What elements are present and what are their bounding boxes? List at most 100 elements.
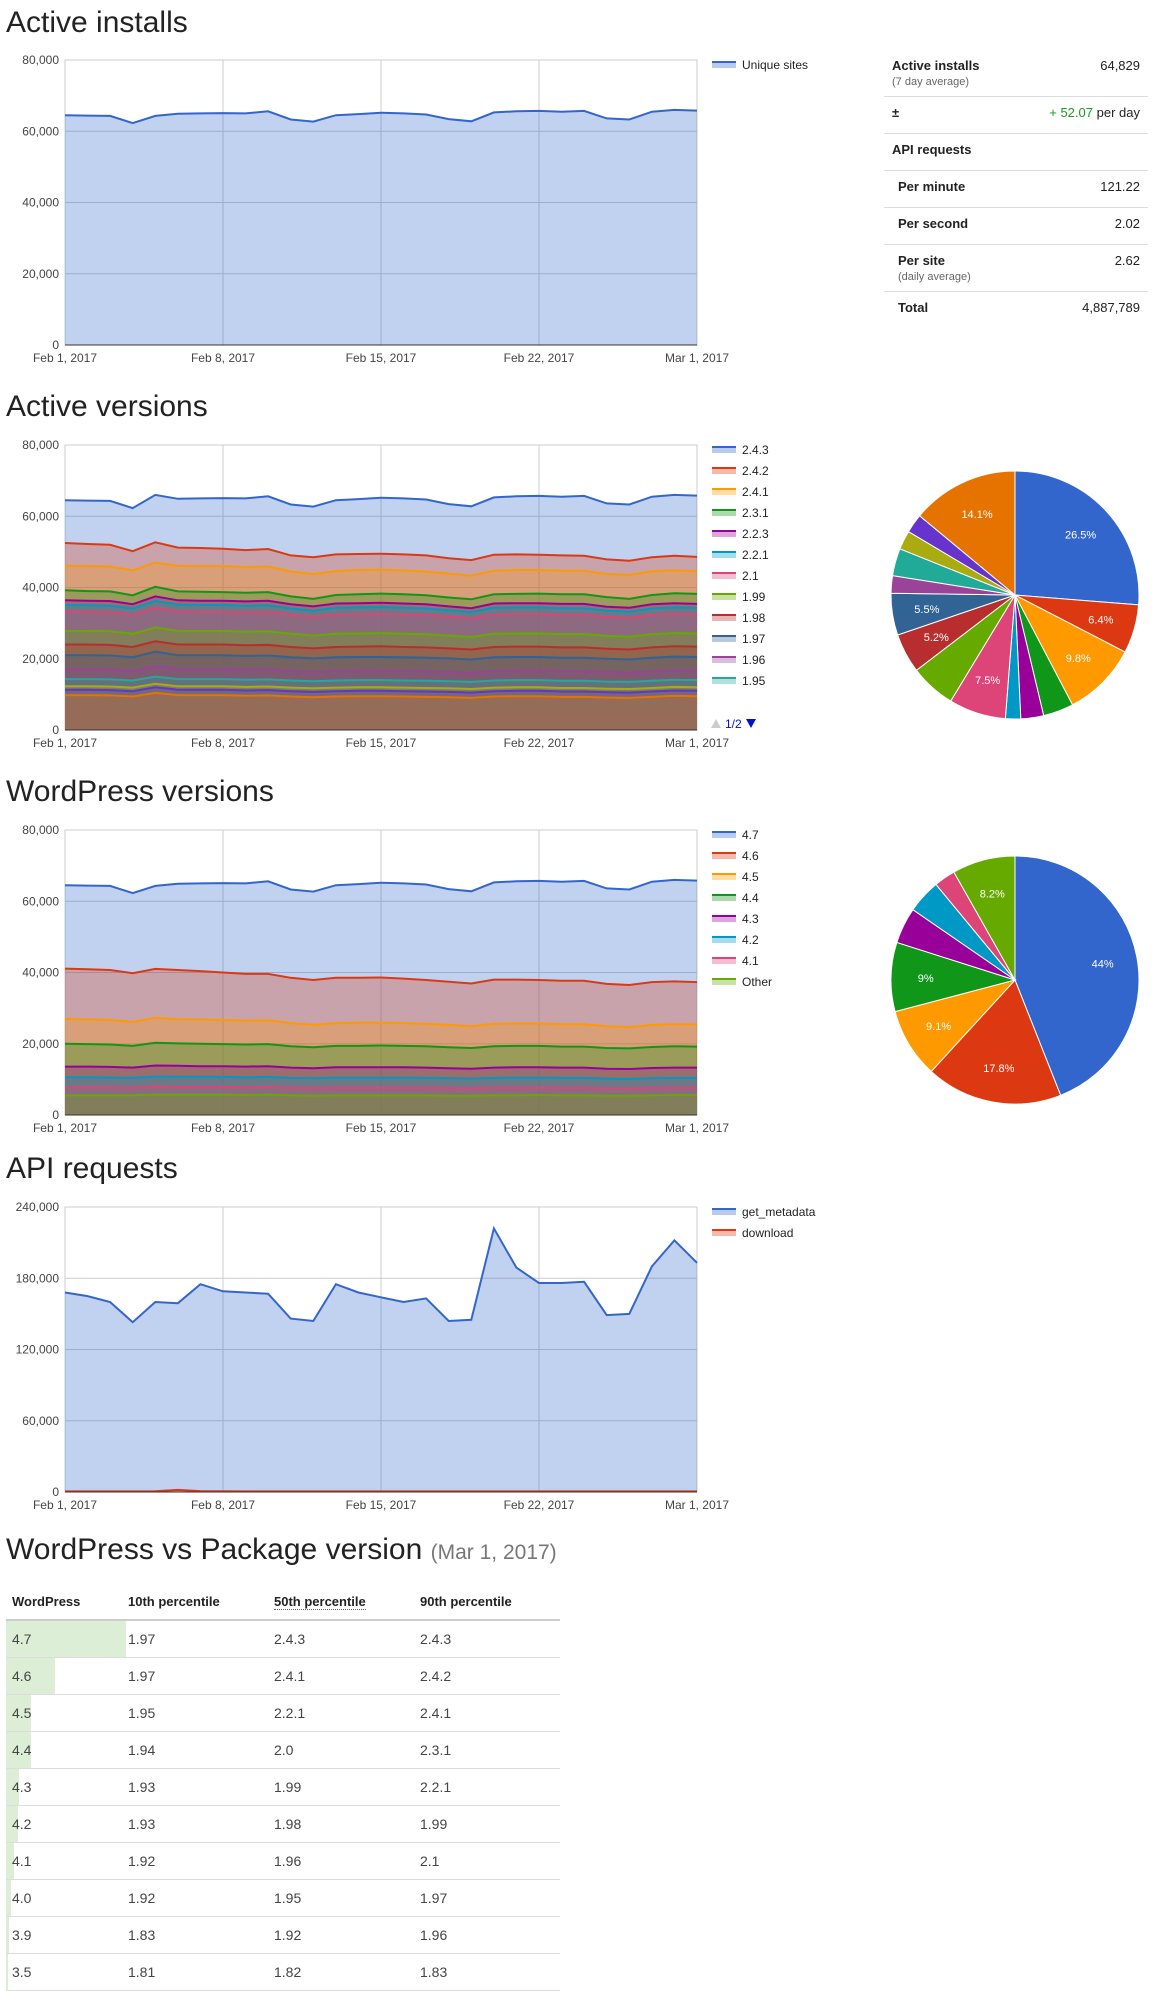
- table-row: 4.0 1.92 1.95 1.97: [6, 1879, 560, 1917]
- series-line: [65, 1064, 697, 1071]
- series-line: [65, 664, 698, 674]
- legend-swatch: [712, 657, 736, 663]
- table-row: 4.6 1.97 2.4.1 2.4.2: [6, 1657, 560, 1695]
- pie-label: 14.1%: [961, 509, 992, 521]
- comparison-date: (Mar 1, 2017): [430, 1541, 557, 1564]
- cell-p10: 1.93: [122, 1805, 268, 1843]
- legend-label: 4.4: [742, 891, 759, 905]
- legend-next-icon: [746, 719, 756, 728]
- col-p90[interactable]: 90th percentile: [414, 1583, 560, 1621]
- legend-swatch: [712, 615, 736, 621]
- stat-label: Total: [898, 300, 929, 315]
- col-wordpress[interactable]: WordPress: [6, 1583, 122, 1621]
- wp-version-cell: 4.2: [6, 1805, 122, 1843]
- series-line: [64, 1225, 698, 1324]
- series-area: [65, 687, 697, 730]
- series-line: [64, 1016, 698, 1029]
- x-tick-label: Mar 1, 2017: [665, 736, 729, 750]
- stat-section-label: API requests: [884, 133, 1148, 171]
- legend-label: get_metadata: [742, 1205, 816, 1219]
- wp-version: 3.5: [12, 1964, 32, 1980]
- series-line: [64, 541, 698, 562]
- x-tick-label: Feb 15, 2017: [346, 1498, 417, 1512]
- legend-swatch: [712, 937, 736, 943]
- legend-label: 1.95: [742, 674, 766, 688]
- series-line: [65, 1085, 697, 1090]
- stat-note: (daily average): [898, 271, 971, 283]
- version-comparison-table: WordPress 10th percentile 50th percentil…: [6, 1583, 560, 1991]
- stat-row-active-installs: Active installs (7 day average) 64,829: [884, 50, 1148, 97]
- y-tick-label: 60,000: [22, 509, 59, 523]
- share-bar: [6, 1954, 9, 1990]
- active-installs-title: Active installs: [6, 6, 188, 39]
- series-line: [64, 493, 698, 510]
- x-tick-label: Feb 8, 2017: [191, 351, 255, 365]
- wp-version-cell: 4.3: [6, 1768, 122, 1806]
- wp-version-cell: 4.0: [6, 1879, 122, 1917]
- series-line: [65, 1075, 697, 1081]
- x-tick-label: Feb 22, 2017: [504, 1498, 575, 1512]
- cell-p90: 2.2.1: [414, 1768, 560, 1806]
- stat-value: 4,887,789: [1082, 300, 1140, 315]
- col-p50-label: 50th percentile: [274, 1593, 366, 1610]
- y-tick-label: 40,000: [22, 581, 59, 595]
- pie-label: 5.5%: [914, 604, 939, 616]
- legend-label: Unique sites: [742, 58, 808, 72]
- cell-p10: 1.81: [122, 1953, 268, 1991]
- stat-label: Per minute: [884, 170, 1014, 208]
- stat-row-api-header: API requests: [884, 133, 1148, 171]
- share-bar: [6, 1732, 31, 1768]
- legend-label: 4.7: [742, 828, 759, 842]
- y-tick-label: 20,000: [22, 652, 59, 666]
- stat-value: 2.62: [1013, 244, 1148, 292]
- share-bar: [6, 1917, 10, 1953]
- stat-value: 64,829: [1013, 50, 1148, 97]
- wp-version-cell: 4.4: [6, 1731, 122, 1769]
- series-line: [64, 561, 698, 577]
- x-tick-label: Feb 8, 2017: [191, 1121, 255, 1135]
- share-bar: [6, 1880, 12, 1916]
- cell-p50: 1.82: [268, 1953, 414, 1991]
- legend-label: 2.4.3: [742, 443, 769, 457]
- x-tick-label: Feb 1, 2017: [33, 1121, 97, 1135]
- cell-p10: 1.94: [122, 1731, 268, 1769]
- share-bar: [6, 1621, 126, 1657]
- x-tick-label: Feb 1, 2017: [33, 736, 97, 750]
- active-versions-pie: 26.5% 6.4% 9.8% 7.5% 5.2% 5.5% 14.1%: [890, 470, 1140, 720]
- legend-swatch: [712, 916, 736, 922]
- series-area: [65, 109, 697, 346]
- cell-p50: 1.95: [268, 1879, 414, 1917]
- legend-swatch: [712, 678, 736, 684]
- legend-label: 1.99: [742, 590, 766, 604]
- legend-label: 4.3: [742, 912, 759, 926]
- share-bar: [6, 1843, 14, 1879]
- legend-label: Other: [742, 975, 772, 989]
- cell-p90: 1.96: [414, 1916, 560, 1954]
- share-bar: [6, 1806, 18, 1842]
- share-bar: [6, 1658, 55, 1694]
- pie-slice: [1013, 593, 1126, 706]
- table-row: 4.3 1.93 1.99 2.2.1: [6, 1768, 560, 1806]
- series-area: [65, 692, 697, 730]
- cell-p90: 1.97: [414, 1879, 560, 1917]
- series-line: [65, 1093, 697, 1097]
- y-tick-label: 20,000: [22, 1037, 59, 1051]
- legend-swatch: [712, 874, 736, 880]
- legend-swatch: [712, 510, 736, 516]
- series-line: [65, 640, 698, 651]
- y-tick-label: 0: [52, 723, 59, 737]
- pie-slice: [918, 470, 1016, 597]
- legend-swatch: [712, 895, 736, 901]
- col-p50[interactable]: 50th percentile: [268, 1583, 414, 1621]
- y-tick-label: 80,000: [22, 438, 59, 452]
- series-area: [65, 879, 697, 1115]
- stat-value: 2.02: [1013, 207, 1148, 245]
- y-tick-label: 40,000: [22, 196, 59, 210]
- pie-slice: [953, 855, 1016, 982]
- col-p10[interactable]: 10th percentile: [122, 1583, 268, 1621]
- series-area: [65, 1228, 697, 1492]
- pie-label: 17.8%: [983, 1063, 1014, 1075]
- wp-version-cell: 4.6: [6, 1657, 122, 1695]
- stat-label: Per second: [884, 207, 1014, 245]
- legend-swatch: [712, 552, 736, 558]
